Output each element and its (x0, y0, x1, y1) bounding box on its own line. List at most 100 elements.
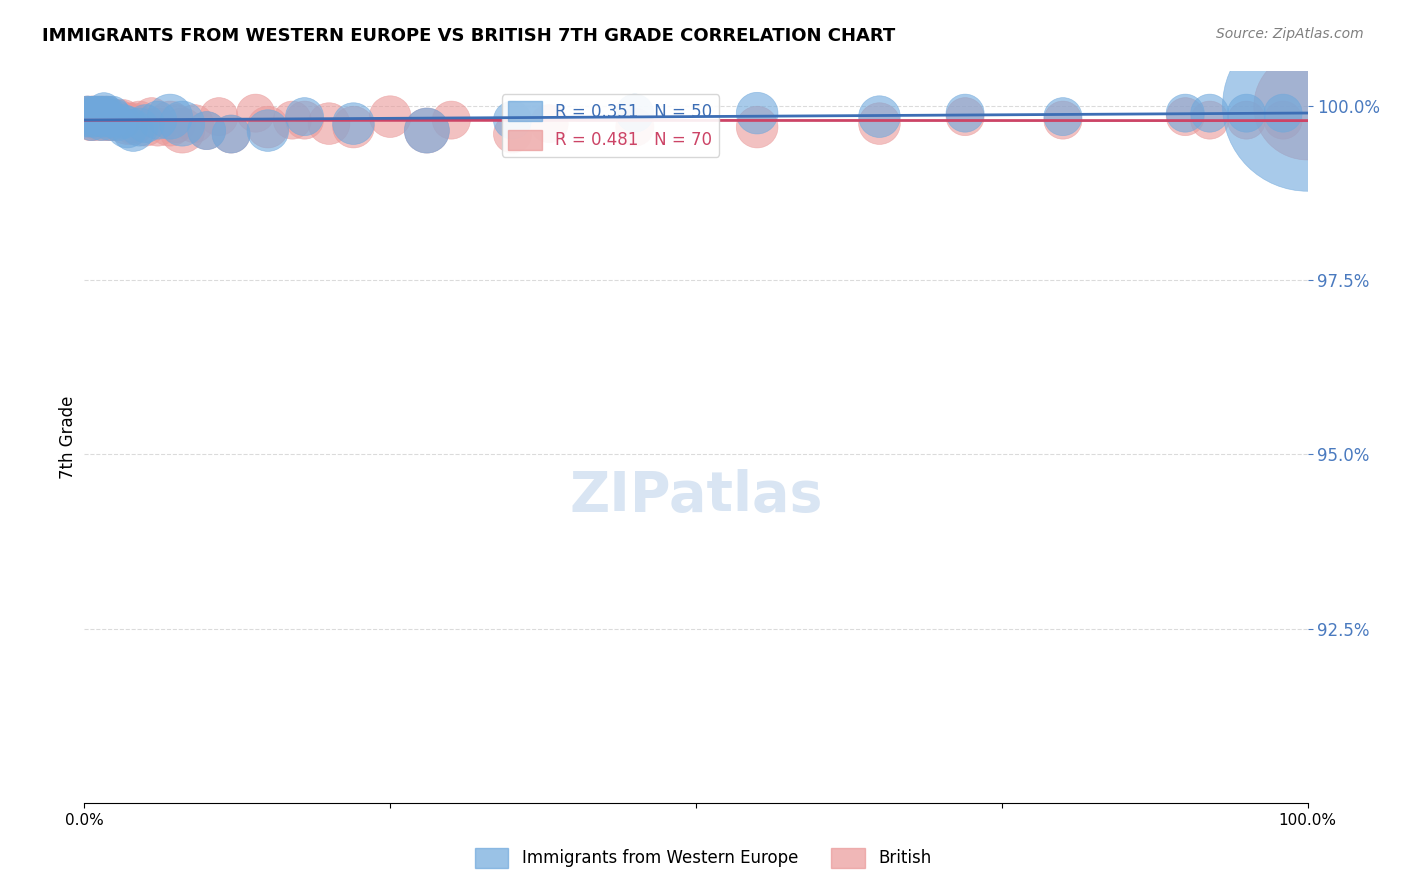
Point (165, 117, 187, 131)
Point (112, 110, 135, 124)
Text: ZIPatlas: ZIPatlas (569, 468, 823, 523)
Point (96, 110, 118, 124)
Point (79, 113, 101, 128)
Point (75, 113, 97, 128)
Point (1296, 99, 1319, 113)
Point (76, 106, 98, 120)
Point (77, 110, 100, 124)
Point (75, 110, 97, 124)
Point (93, 117, 115, 131)
Point (77, 106, 100, 120)
Point (77, 106, 100, 120)
Point (219, 127, 242, 141)
Point (89, 110, 111, 124)
Point (122, 123, 145, 137)
Point (87, 117, 110, 131)
Point (135, 120, 157, 134)
Point (98, 117, 121, 131)
Point (83, 110, 105, 124)
Point (1236, 113, 1258, 128)
Point (440, 113, 463, 128)
Point (141, 110, 163, 124)
Point (94, 113, 117, 128)
Point (1296, 99, 1319, 113)
Point (1198, 106, 1220, 120)
Point (101, 113, 124, 128)
Point (257, 123, 280, 137)
Point (281, 113, 304, 128)
Point (100, 110, 122, 124)
Point (101, 106, 124, 120)
Point (77, 110, 100, 124)
Point (97, 113, 120, 128)
Point (245, 106, 267, 120)
Point (90, 117, 112, 131)
Point (624, 106, 647, 120)
Point (80, 117, 103, 131)
Point (318, 117, 340, 131)
Point (100, 113, 122, 128)
Point (1236, 106, 1258, 120)
Point (84, 106, 107, 120)
Point (208, 110, 231, 124)
Point (83, 113, 105, 128)
Point (1174, 110, 1197, 124)
Point (869, 117, 891, 131)
Point (82, 106, 104, 120)
Point (1052, 113, 1074, 128)
Legend: Immigrants from Western Europe, British: Immigrants from Western Europe, British (468, 841, 938, 875)
Point (107, 110, 129, 124)
Point (100, 117, 122, 131)
Point (294, 113, 316, 128)
Point (97, 117, 120, 131)
Legend: R = 0.351   N = 50, R = 0.481   N = 70: R = 0.351 N = 50, R = 0.481 N = 70 (502, 95, 718, 157)
Point (94, 106, 117, 120)
Text: Source: ZipAtlas.com: Source: ZipAtlas.com (1216, 27, 1364, 41)
Point (195, 123, 218, 137)
Point (110, 113, 132, 128)
Point (86, 106, 108, 120)
Point (538, 117, 561, 131)
Point (502, 113, 524, 128)
Point (89, 106, 111, 120)
Point (1174, 106, 1197, 120)
Point (82, 106, 104, 120)
Point (97, 106, 120, 120)
Point (172, 123, 194, 137)
Point (115, 117, 138, 131)
Point (122, 117, 145, 131)
Point (1272, 106, 1295, 120)
Point (93, 103, 115, 117)
Point (380, 110, 402, 124)
Point (91, 113, 114, 128)
Point (1272, 113, 1295, 128)
Point (112, 114, 135, 128)
Point (87, 113, 110, 128)
Point (342, 120, 364, 134)
Point (747, 120, 769, 134)
Point (107, 117, 129, 131)
Y-axis label: 7th Grade: 7th Grade (59, 395, 77, 479)
Point (342, 117, 364, 131)
Point (98, 110, 121, 124)
Point (79, 117, 101, 131)
Point (104, 117, 127, 131)
Point (84, 113, 107, 128)
Point (86, 110, 108, 124)
Point (96, 110, 118, 124)
Point (115, 120, 138, 134)
Point (1198, 113, 1220, 128)
Point (159, 117, 181, 131)
Point (183, 117, 205, 131)
Point (128, 113, 150, 128)
Point (87, 106, 110, 120)
Point (97, 106, 120, 120)
Point (294, 110, 316, 124)
Point (624, 120, 647, 134)
Point (172, 117, 194, 131)
Point (87, 110, 110, 124)
Point (146, 113, 169, 128)
Point (104, 110, 127, 124)
Point (79, 113, 101, 128)
Point (416, 123, 439, 137)
